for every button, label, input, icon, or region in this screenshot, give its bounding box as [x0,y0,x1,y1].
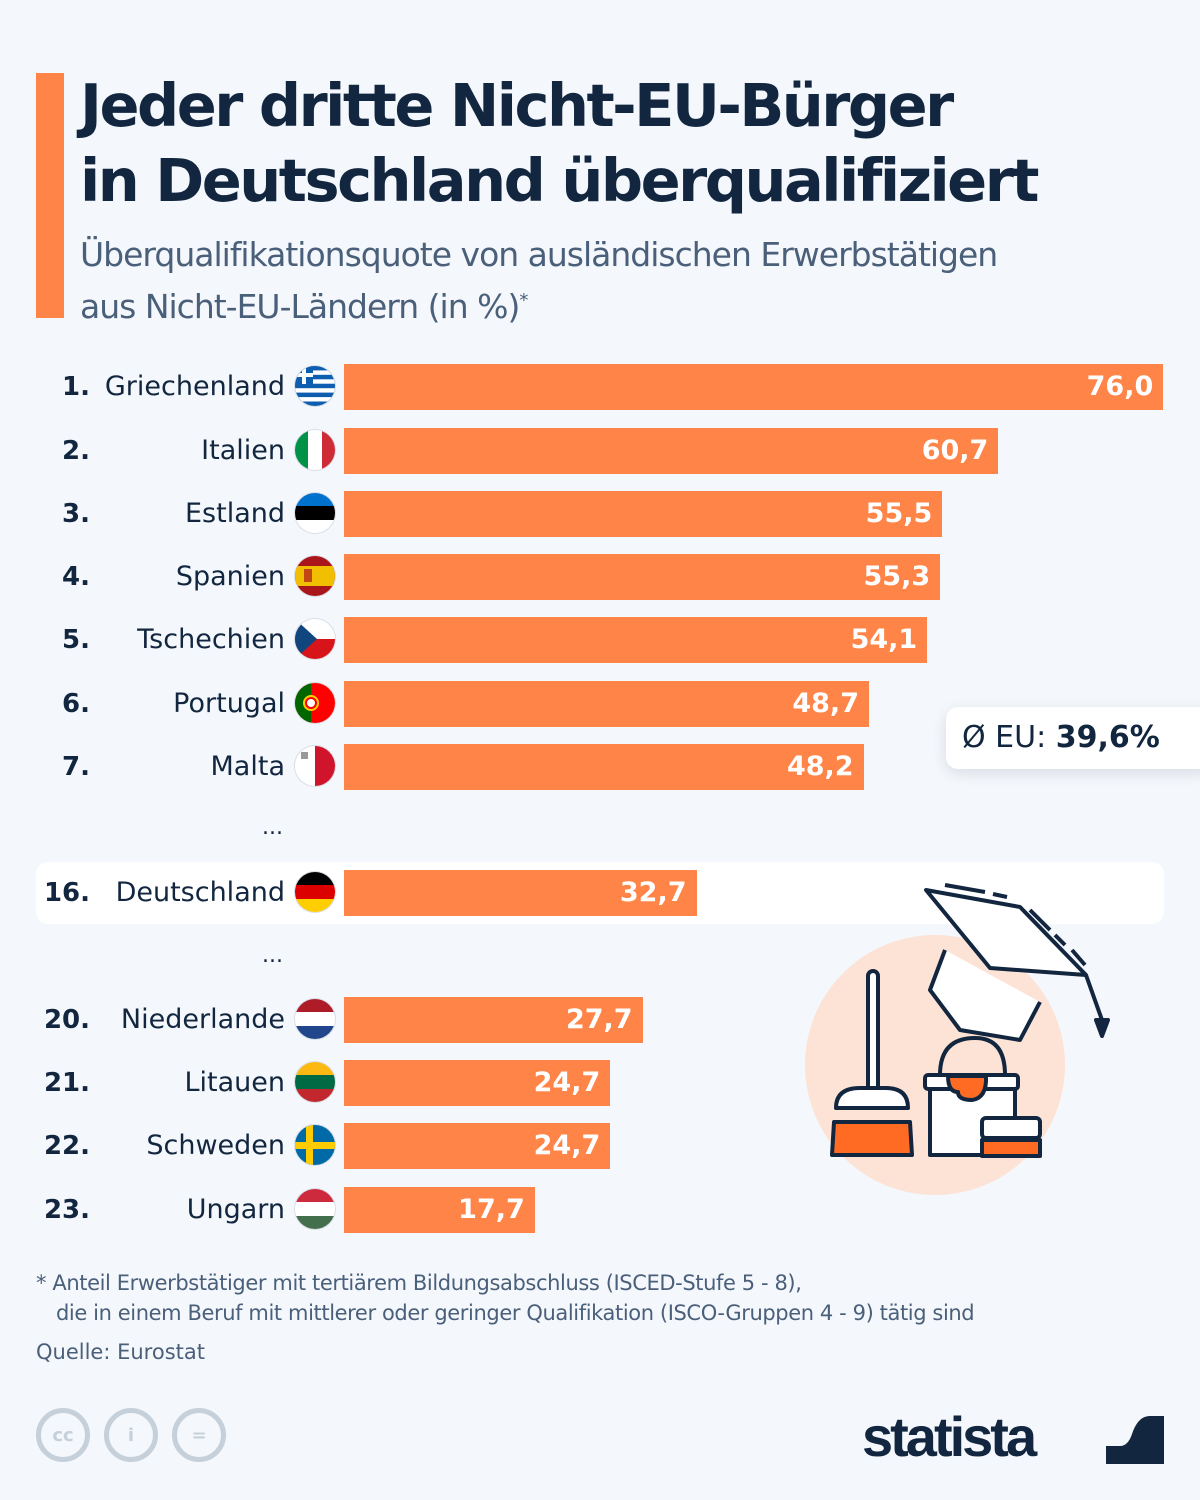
subtitle-line-1: Überqualifikationsquote von ausländische… [80,235,998,274]
no-derivatives-icon[interactable]: = [172,1408,226,1462]
broom-icon [830,969,914,1157]
portugal-flag-icon [295,683,335,723]
rank-label: 20. [43,1005,90,1035]
rank-label: 21. [43,1068,90,1098]
subtitle: Überqualifikationsquote von ausländische… [80,232,1190,330]
title-line-2: in Deutschland überqualifiziert [80,146,1040,215]
bar-value-label: 32,7 [619,877,687,908]
chart-row: 5. Tschechien 54,1 [0,617,1200,663]
title-line-1: Jeder dritte Nicht-EU-Bürger [80,71,954,140]
rank-label: 3. [62,499,90,529]
footnote-line-1: * Anteil Erwerbstätiger mit tertiärem Bi… [36,1271,802,1295]
chart-row: 3. Estland 55,5 [0,491,1200,537]
attribution-icon[interactable]: i [104,1408,158,1462]
bar-value-label: 24,7 [533,1130,601,1161]
subtitle-line-2: aus Nicht-EU-Ländern (in %) [80,287,520,326]
footnote-line-2: die in einem Beruf mit mittlerer oder ge… [56,1301,975,1325]
chart-row: 23. Ungarn 17,7 [0,1187,1200,1233]
chart-row: 1. Griechenland 76,0 [0,364,1200,410]
rank-label: 6. [62,689,90,719]
footnote: * Anteil Erwerbstätiger mit tertiärem Bi… [36,1268,975,1328]
bar-value-label: 55,3 [863,561,931,592]
bar: 54,1 [344,617,928,663]
title-accent-bar [36,73,64,318]
rank-label: 4. [62,562,90,592]
germany-flag-icon [295,872,335,912]
country-label: Litauen [184,1067,285,1098]
spain-flag-icon [295,556,335,596]
country-label: Deutschland [115,877,285,908]
bar-value-label: 48,7 [792,688,859,719]
bar: 60,7 [344,428,999,474]
footnote-mark: * [519,290,528,311]
bar: 55,5 [344,491,943,537]
country-label: Griechenland [104,371,285,402]
bar: 48,7 [344,681,869,727]
bar: 55,3 [344,554,941,600]
bar-value-label: 48,2 [786,751,854,782]
brush-icon [980,1116,1042,1158]
chart-row: 16. Deutschland 32,7 [0,870,1200,916]
chart-row: 6. Portugal 48,7 [0,681,1200,727]
rank-label: 1. [62,372,90,402]
bar: 27,7 [344,997,643,1043]
sweden-flag-icon [295,1125,335,1165]
bar-value-label: 24,7 [533,1067,601,1098]
chart-row: 20. Niederlande 27,7 [0,997,1200,1043]
bar: 17,7 [344,1187,535,1233]
rank-label: 22. [43,1131,90,1161]
chart-row: 2. Italien 60,7 [0,428,1200,474]
chart-row: 7. Malta 48,2 [0,744,1200,790]
eu-average-badge: Ø EU: 39,6% [946,707,1200,769]
hungary-flag-icon [295,1189,335,1229]
bar: 24,7 [344,1060,611,1106]
bar: 32,7 [344,870,697,916]
czechia-flag-icon [295,619,335,659]
country-label: Portugal [173,688,285,719]
estonia-flag-icon [295,493,335,533]
source-label: Quelle: Eurostat [36,1340,205,1364]
country-label: Malta [210,751,285,782]
chart-row: 21. Litauen 24,7 [0,1060,1200,1106]
netherlands-flag-icon [295,999,335,1039]
lithuania-flag-icon [295,1062,335,1102]
bar: 76,0 [344,364,1164,410]
ellipsis-1: ... [262,815,283,840]
country-label: Schweden [146,1130,285,1161]
page-title: Jeder dritte Nicht-EU-Bürger in Deutschl… [80,68,1190,218]
statista-logo-icon[interactable] [1106,1406,1164,1464]
bar-value-label: 76,0 [1086,371,1154,402]
rank-label: 23. [43,1195,90,1225]
chart-row: 4. Spanien 55,3 [0,554,1200,600]
rank-label: 16. [43,878,90,908]
malta-flag-icon [295,746,335,786]
country-label: Tschechien [137,624,285,655]
bar-value-label: 17,7 [458,1194,525,1225]
country-label: Spanien [175,561,285,592]
bar-value-label: 60,7 [921,435,989,466]
country-label: Ungarn [186,1194,285,1225]
license-icons: cc i = [36,1408,226,1462]
ellipsis-2: ... [262,943,283,968]
overqualification-illustration [805,883,1110,1195]
rank-label: 2. [62,436,90,466]
bar-value-label: 54,1 [850,624,918,655]
bar-value-label: 55,5 [865,498,933,529]
creative-commons-icon[interactable]: cc [36,1408,90,1462]
chart-row: 22. Schweden 24,7 [0,1123,1200,1169]
rank-label: 5. [62,625,90,655]
statista-logo[interactable]: statista [862,1405,1037,1468]
bar-value-label: 27,7 [565,1004,633,1035]
bar: 24,7 [344,1123,611,1169]
country-label: Niederlande [120,1004,285,1035]
italy-flag-icon [295,430,335,470]
greece-flag-icon [295,366,335,406]
eu-average-label: Ø EU: [962,720,1047,755]
graduation-cap-icon [924,883,1110,1042]
bar: 48,2 [344,744,864,790]
eu-average-value: 39,6% [1055,720,1160,755]
country-label: Estland [184,498,285,529]
country-label: Italien [201,435,285,466]
rank-label: 7. [62,752,90,782]
